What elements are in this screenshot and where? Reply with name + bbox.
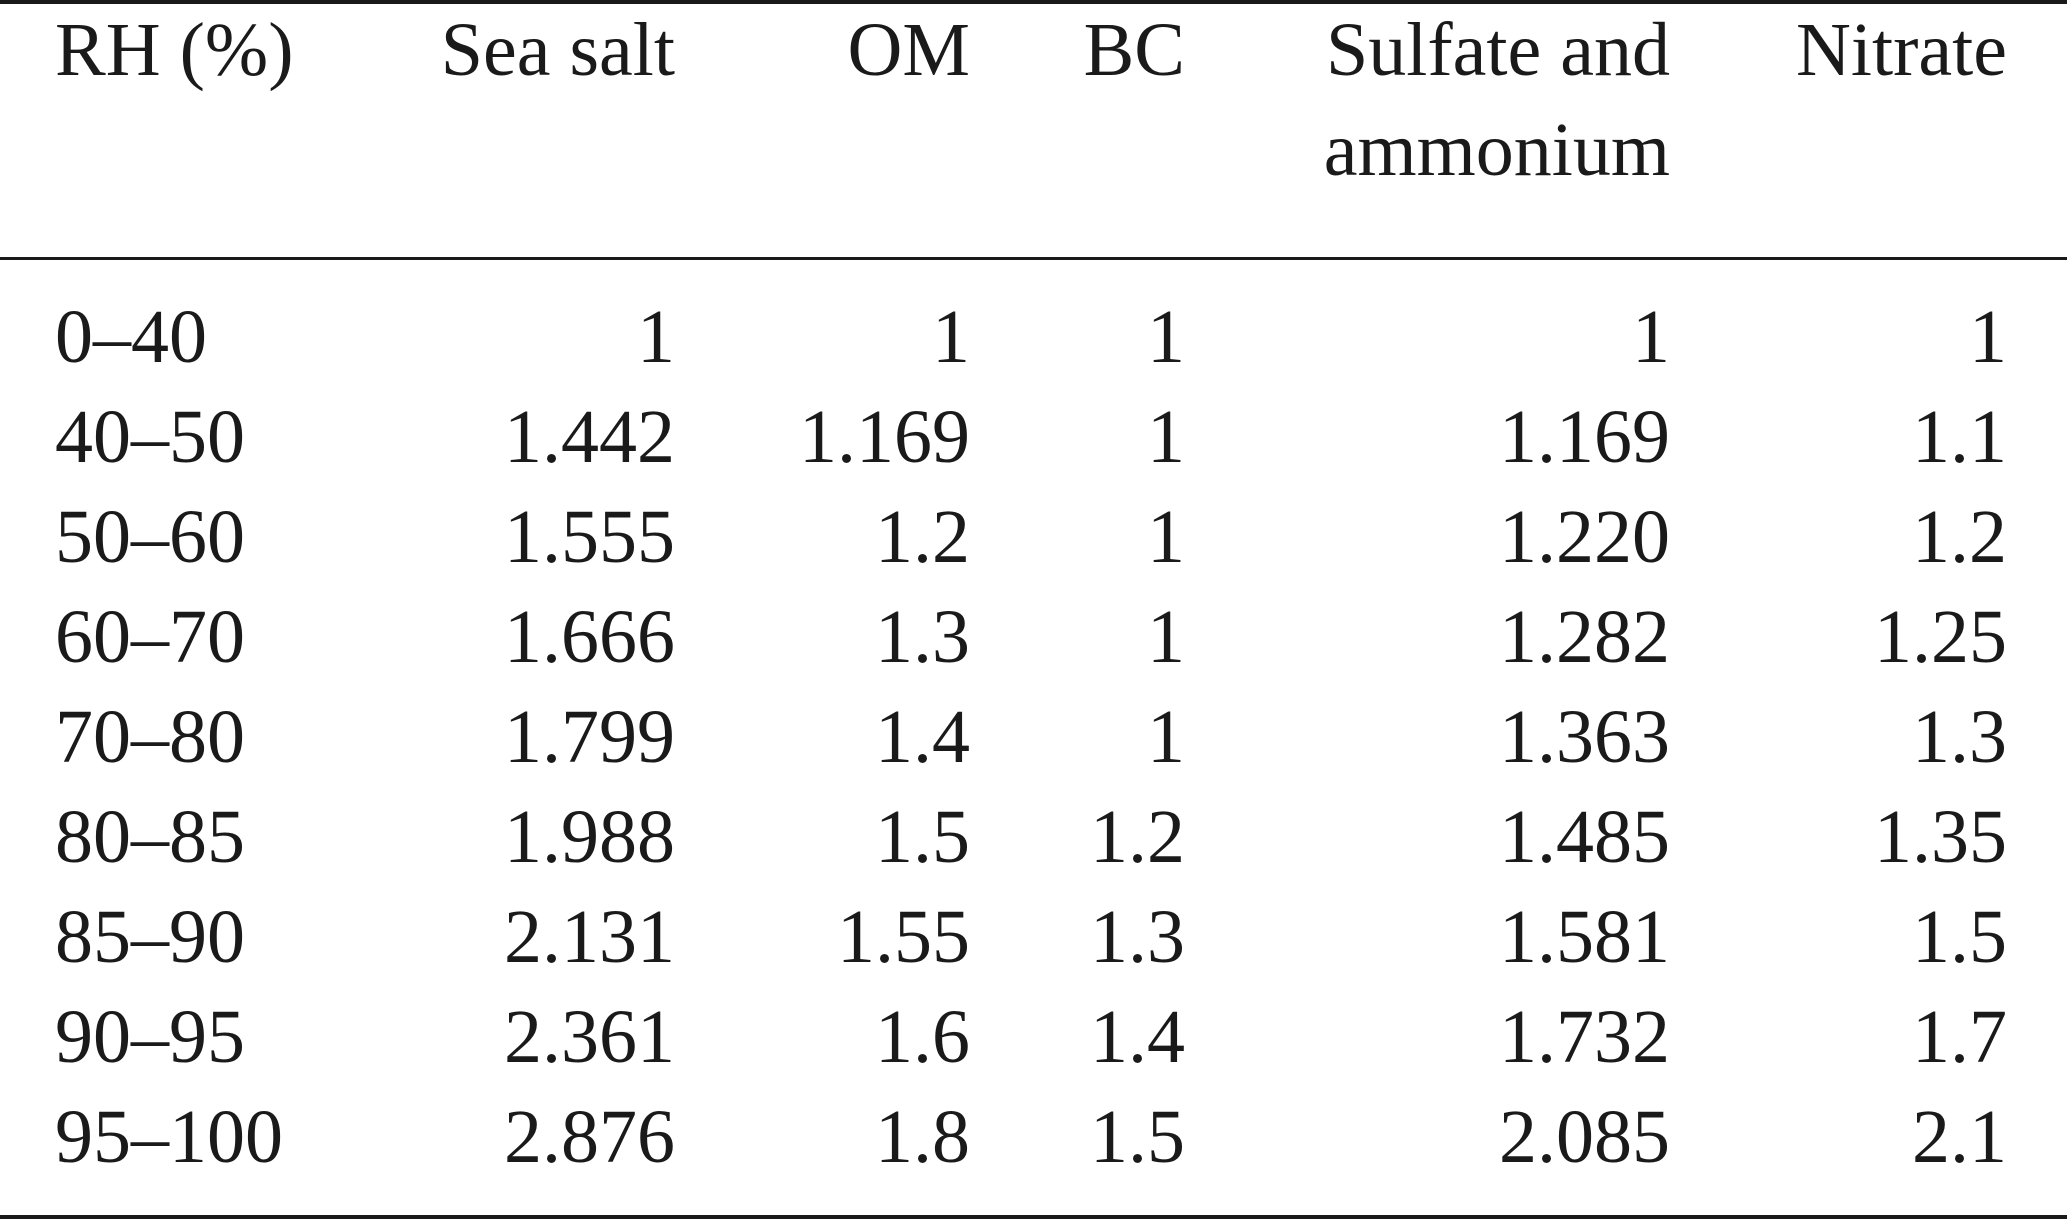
cell-bc: 1.4: [1090, 995, 1185, 1079]
cell-bc: 1: [1147, 395, 1185, 479]
cell-om: 1: [932, 295, 970, 379]
cell-bc: 1: [1147, 495, 1185, 579]
cell-nitrate: 2.1: [1912, 1095, 2007, 1179]
table-header-row: RH (%) Sea salt OM BC Sulfate and ammoniu…: [0, 0, 2007, 259]
column-header-nitrate: Nitrate: [1795, 8, 2007, 92]
cell-nitrate: 1.1: [1912, 395, 2007, 479]
cell-sea-salt: 1.666: [504, 595, 675, 679]
cell-rh: 90–95: [55, 995, 245, 1079]
cell-bc: 1: [1147, 295, 1185, 379]
cell-bc: 1: [1147, 695, 1185, 779]
cell-rh: 40–50: [55, 395, 245, 479]
cell-sulfate-ammonium: 1.282: [1499, 595, 1670, 679]
cell-om: 1.5: [875, 795, 970, 879]
cell-om: 1.4: [875, 695, 970, 779]
cell-sulfate-ammonium: 1.220: [1499, 495, 1670, 579]
column-header-rh: RH (%): [55, 8, 294, 92]
cell-sea-salt: 1.799: [504, 695, 675, 779]
table-row: 50–60 1.555 1.2 1 1.220 1.2: [0, 487, 2007, 587]
cell-sulfate-ammonium: 1: [1632, 295, 1670, 379]
cell-rh: 0–40: [55, 295, 207, 379]
cell-sulfate-ammonium: 1.363: [1499, 695, 1670, 779]
cell-bc: 1.5: [1090, 1095, 1185, 1179]
table-row: 80–85 1.988 1.5 1.2 1.485 1.35: [0, 787, 2007, 887]
cell-om: 1.55: [837, 895, 970, 979]
table-row: 40–50 1.442 1.169 1 1.169 1.1: [0, 387, 2007, 487]
cell-nitrate: 1.5: [1912, 895, 2007, 979]
cell-om: 1.6: [875, 995, 970, 1079]
cell-rh: 85–90: [55, 895, 245, 979]
cell-om: 1.169: [799, 395, 970, 479]
cell-sulfate-ammonium: 1.485: [1499, 795, 1670, 879]
cell-nitrate: 1.3: [1912, 695, 2007, 779]
cell-nitrate: 1.7: [1912, 995, 2007, 1079]
column-header-sulfate-ammonium: Sulfate and ammonium: [1323, 8, 1670, 192]
table-row: 70–80 1.799 1.4 1 1.363 1.3: [0, 687, 2007, 787]
cell-nitrate: 1.35: [1874, 795, 2007, 879]
cell-om: 1.8: [875, 1095, 970, 1179]
cell-sea-salt: 1.988: [504, 795, 675, 879]
cell-om: 1.2: [875, 495, 970, 579]
cell-sea-salt: 1.442: [504, 395, 675, 479]
cell-sea-salt: 1: [637, 295, 675, 379]
cell-bc: 1: [1147, 595, 1185, 679]
cell-bc: 1.3: [1090, 895, 1185, 979]
table-row: 95–100 2.876 1.8 1.5 2.085 2.1: [0, 1087, 2007, 1187]
cell-bc: 1.2: [1090, 795, 1185, 879]
cell-rh: 80–85: [55, 795, 245, 879]
growth-factor-table: RH (%) Sea salt OM BC Sulfate and ammoniu…: [0, 0, 2007, 1187]
cell-sulfate-ammonium: 1.581: [1499, 895, 1670, 979]
cell-rh: 60–70: [55, 595, 245, 679]
cell-rh: 70–80: [55, 695, 245, 779]
cell-nitrate: 1.2: [1912, 495, 2007, 579]
cell-sulfate-ammonium: 2.085: [1499, 1095, 1670, 1179]
cell-sea-salt: 1.555: [504, 495, 675, 579]
cell-sea-salt: 2.361: [504, 995, 675, 1079]
cell-rh: 95–100: [55, 1095, 283, 1179]
cell-sea-salt: 2.131: [504, 895, 675, 979]
table-header-rule: [0, 257, 2067, 260]
table-row: 90–95 2.361 1.6 1.4 1.732 1.7: [0, 987, 2007, 1087]
cell-nitrate: 1.25: [1874, 595, 2007, 679]
cell-nitrate: 1: [1969, 295, 2007, 379]
column-header-sea-salt: Sea salt: [440, 8, 675, 92]
cell-rh: 50–60: [55, 495, 245, 579]
table-row: 60–70 1.666 1.3 1 1.282 1.25: [0, 587, 2007, 687]
table-top-rule: [0, 0, 2067, 4]
cell-sulfate-ammonium: 1.732: [1499, 995, 1670, 1079]
table-row: 85–90 2.131 1.55 1.3 1.581 1.5: [0, 887, 2007, 987]
cell-sea-salt: 2.876: [504, 1095, 675, 1179]
cell-sulfate-ammonium: 1.169: [1499, 395, 1670, 479]
column-header-om: OM: [847, 8, 970, 92]
table-row: 0–40 1 1 1 1 1: [0, 259, 2007, 387]
column-header-bc: BC: [1083, 8, 1185, 92]
cell-om: 1.3: [875, 595, 970, 679]
table-bottom-rule: [0, 1215, 2067, 1219]
